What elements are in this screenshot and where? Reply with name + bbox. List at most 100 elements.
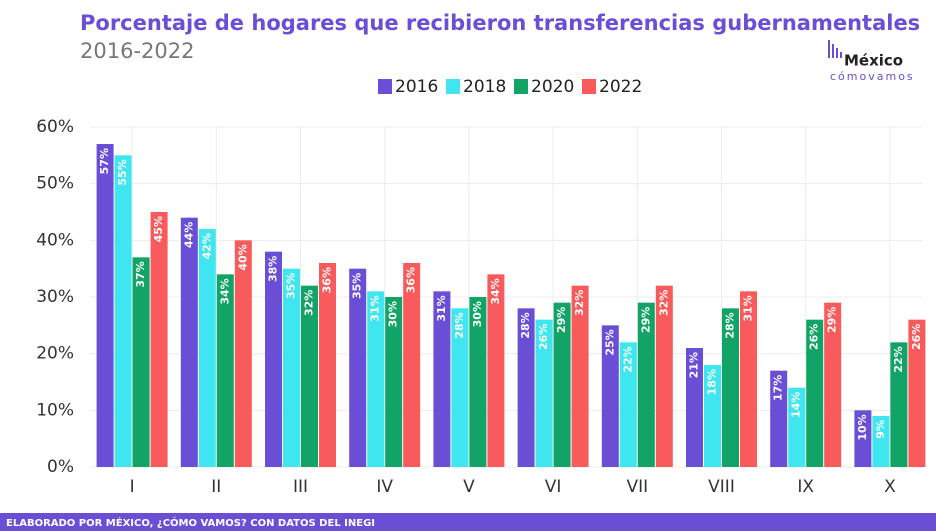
bar [216,274,234,467]
value-label: 35% [351,273,364,299]
chart-subtitle: 2016-2022 [80,39,194,63]
value-label: 37% [134,261,147,287]
bar [469,297,487,467]
value-label: 28% [519,312,532,338]
value-label: 25% [603,329,616,355]
legend-swatch [582,79,596,94]
value-label: 26% [808,324,821,350]
bar [234,240,252,467]
footer-text: ELABORADO POR MÉXICO, ¿CÓMO VAMOS? CON D… [6,516,375,529]
y-tick-label: 60% [36,117,74,137]
value-label: 30% [387,301,400,327]
value-label: 22% [621,346,634,372]
legend-label: 2020 [531,77,574,97]
legend-swatch [378,79,392,94]
bar [180,217,198,467]
x-tick-label: II [211,477,221,497]
logo-tagline: cómovamos [830,70,915,83]
value-label: 26% [537,324,550,350]
value-label: 9% [874,420,887,439]
logo-name: México [844,52,903,70]
x-tick-label: V [463,477,475,497]
bar [571,285,589,467]
y-tick-label: 40% [36,230,74,250]
bar [770,370,788,467]
y-tick-label: 0% [47,457,74,477]
bar [553,302,571,467]
value-label: 57% [98,148,111,174]
legend-swatch [514,79,528,94]
x-tick-label: VI [545,477,562,497]
logo-bar [836,48,838,58]
value-label: 21% [688,352,701,378]
value-label: 40% [236,244,249,270]
value-label: 14% [790,392,803,418]
bar [367,291,385,467]
logo-bar [828,40,830,58]
value-label: 32% [303,290,316,316]
x-tick-label: I [130,477,135,497]
bar [132,257,150,467]
bar [854,410,872,467]
value-label: 31% [742,295,755,321]
x-tick-label: IX [797,477,814,497]
bar [686,348,703,467]
y-tick-label: 20% [36,344,74,364]
value-label: 44% [182,222,195,248]
x-tick-label: X [884,477,896,497]
bar [601,325,619,467]
y-tick-label: 10% [36,400,74,420]
bar [824,302,842,467]
value-label: 18% [706,369,719,395]
bar [319,263,336,467]
legend-label: 2022 [599,77,642,97]
value-label: 17% [772,375,785,401]
value-label: 29% [639,307,652,333]
bar [908,319,926,467]
bar [349,268,367,467]
value-label: 55% [116,159,129,185]
bar [740,291,757,467]
bar [114,155,132,468]
legend-swatch [446,79,460,94]
bar [517,308,535,467]
bar [150,212,168,467]
value-label: 42% [200,233,213,259]
legend-label: 2016 [395,77,438,97]
value-label: 45% [152,216,165,242]
bar [619,342,637,467]
bar [198,229,216,467]
value-label: 38% [267,256,280,282]
bar [722,308,739,467]
value-label: 28% [724,312,737,338]
bar [283,268,300,467]
value-label: 10% [856,414,869,440]
bar [655,285,673,467]
bar [451,308,469,467]
value-label: 35% [285,273,298,299]
value-label: 36% [405,267,418,293]
y-tick-label: 30% [36,287,74,307]
x-tick-label: IV [376,477,393,497]
value-label: 22% [892,346,905,372]
value-label: 32% [573,290,586,316]
bar [535,319,553,467]
value-label: 31% [435,295,448,321]
x-tick-label: VIII [708,477,735,497]
value-label: 29% [555,307,568,333]
chart-title: Porcentaje de hogares que recibieron tra… [80,11,920,35]
footer-band [0,513,936,531]
value-label: 26% [910,324,923,350]
bar [265,251,282,467]
bar [301,285,318,467]
bar [806,319,824,467]
bar [403,263,421,467]
x-tick-label: VII [626,477,648,497]
logo: México cómovamos [828,40,915,83]
value-label: 28% [453,312,466,338]
bar [890,342,908,467]
value-label: 34% [489,278,502,304]
bar [637,302,655,467]
value-label: 29% [826,307,839,333]
